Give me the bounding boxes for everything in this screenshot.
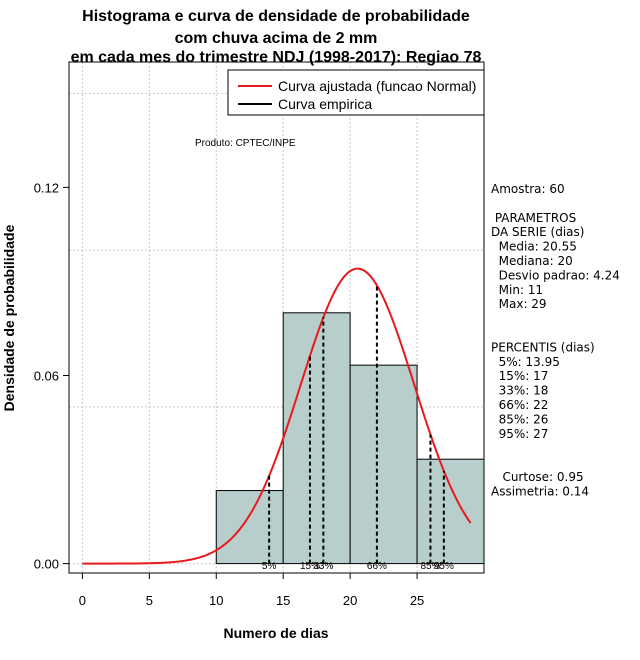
percentile-label: 15%: [300, 561, 320, 572]
side-stat-line: 95%: 27: [491, 427, 548, 441]
side-stat-line: 33%: 18: [491, 384, 548, 398]
side-stat-line: 85%: 26: [491, 412, 548, 426]
x-tick-label: 25: [410, 593, 424, 608]
x-tick-label: 0: [79, 593, 86, 608]
side-stat-line: 66%: 22: [491, 398, 548, 412]
histogram-bar: [349, 364, 418, 565]
chart-title-line: Histograma e curva de densidade de proba…: [82, 8, 470, 25]
percentile-label: 66%: [367, 561, 387, 572]
x-tick-label: 15: [276, 593, 290, 608]
histogram-bar: [282, 312, 351, 565]
side-stat-line: Min: 11: [491, 283, 543, 297]
chart-title-line: em cada mes do trimestre NDJ (1998-2017)…: [71, 49, 482, 66]
histogram-bar: [215, 490, 284, 565]
percentile-label: 33%: [313, 561, 333, 572]
side-stat-line: Amostra: 60: [491, 182, 565, 196]
legend-label: Curva empirica: [278, 96, 372, 112]
percentile-label: 85%: [420, 561, 440, 572]
y-tick-label: 0.06: [34, 368, 59, 383]
side-stat-line: Desvio padrao: 4.24: [491, 268, 620, 282]
side-stat-line: Max: 29: [491, 297, 547, 311]
normal-fit-curve: [82, 267, 472, 565]
side-stat-line: DA SERIE (dias): [491, 225, 584, 239]
percentile-label: 95%: [434, 561, 454, 572]
side-stat-line: 15%: 17: [491, 369, 548, 383]
side-stat-line: Curtose: 0.95: [491, 470, 584, 484]
x-tick-label: 10: [209, 593, 223, 608]
side-stat-line: Mediana: 20: [491, 254, 573, 268]
percentile-label: 5%: [262, 561, 277, 572]
side-stat-line: Assimetria: 0.14: [491, 484, 589, 498]
side-stat-line: 5%: 13.95: [491, 355, 560, 369]
y-axis-label: Densidade de probabilidade: [1, 224, 17, 411]
side-stat-line: Media: 20.55: [491, 240, 577, 254]
y-tick-label: 0.12: [34, 180, 59, 195]
histogram-bar: [416, 458, 485, 565]
legend-label: Curva ajustada (funcao Normal): [278, 78, 476, 94]
x-axis-label: Numero de dias: [223, 625, 328, 641]
product-annotation: Produto: CPTEC/INPE: [195, 138, 296, 149]
chart-title-line: com chuva acima de 2 mm: [175, 30, 378, 47]
y-tick-label: 0.00: [34, 557, 59, 572]
legend-box: [227, 69, 485, 116]
side-stat-line: PARAMETROS: [491, 211, 576, 225]
x-tick-label: 5: [146, 593, 153, 608]
x-tick-label: 20: [343, 593, 357, 608]
side-stat-line: PERCENTIS (dias): [491, 340, 595, 354]
